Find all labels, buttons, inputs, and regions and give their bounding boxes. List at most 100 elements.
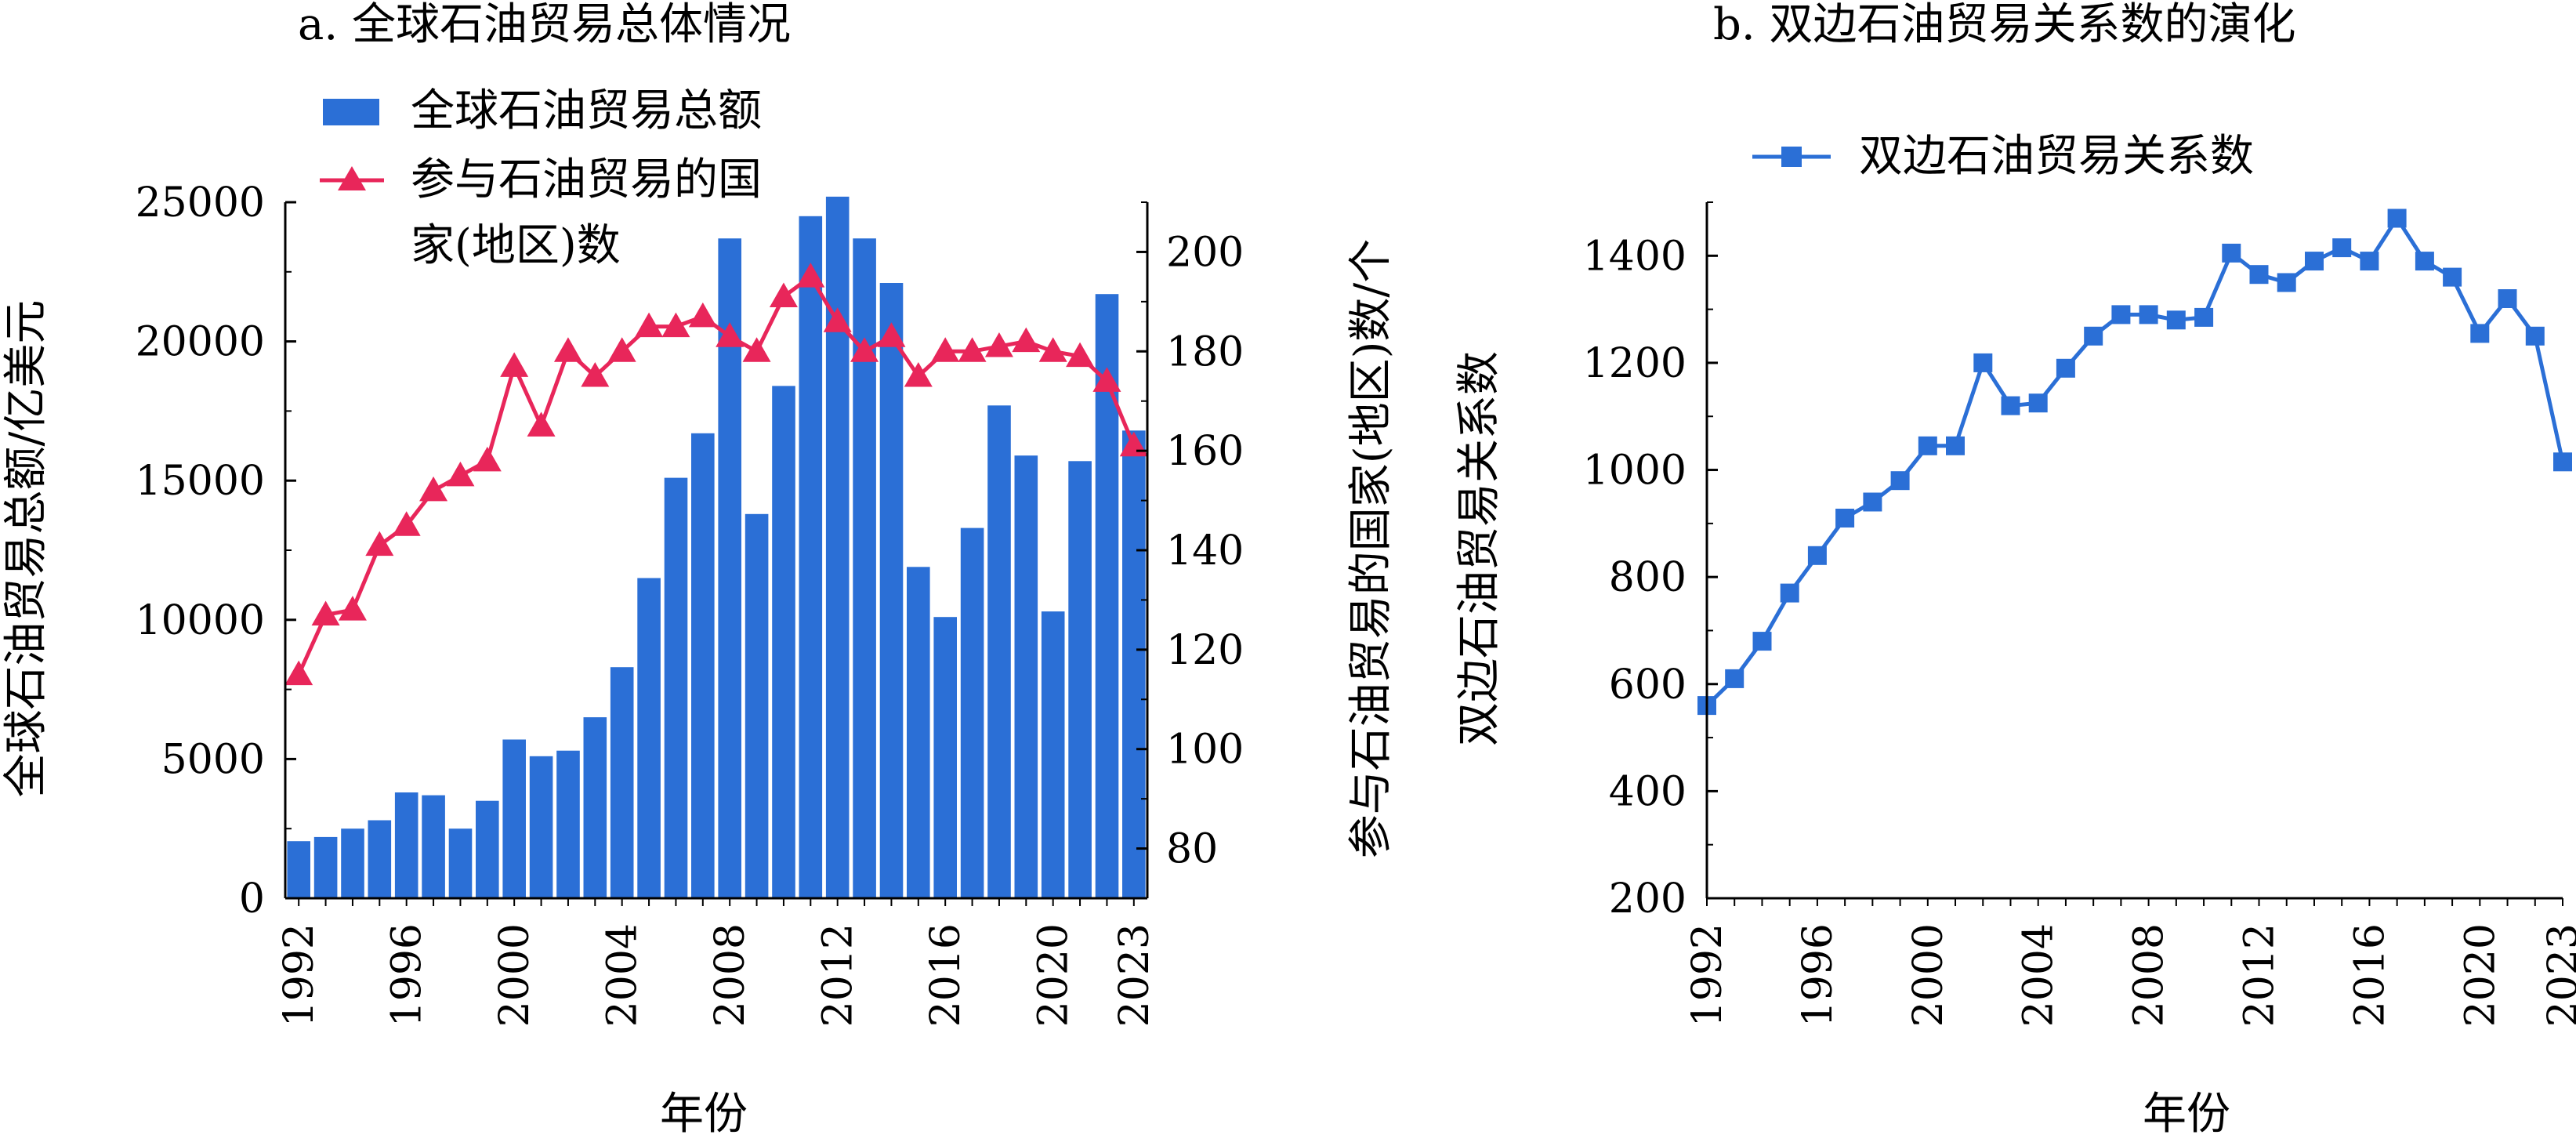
relations-point-1993 xyxy=(1725,669,1745,688)
right-tick-label: 100 xyxy=(1166,727,1244,774)
panel-b-x-axis: 1992 1996 2000 2004 2008 2012 2016 2020 2023 xyxy=(1684,897,2576,1027)
countries-point-2000 xyxy=(500,352,529,377)
right-tick-label: 80 xyxy=(1166,826,1218,873)
relations-point-2000 xyxy=(1918,436,1937,455)
bar-2006 xyxy=(664,477,688,898)
bar-1992 xyxy=(287,841,310,898)
x-tick-label: 1992 xyxy=(1684,923,1731,1027)
panel-a-right-axis: 80 100 120 140 160 180 200 xyxy=(1136,201,1244,899)
right-tick-label: 160 xyxy=(1166,428,1244,475)
x-tick-label: 2012 xyxy=(2237,923,2284,1027)
bar-2010 xyxy=(772,386,795,898)
relations-point-2020 xyxy=(2470,324,2490,343)
relations-point-2018 xyxy=(2415,252,2434,271)
left-tick-label: 5000 xyxy=(161,736,265,783)
panel-a-y2label: 参与石油贸易的国家(地区)数/个 xyxy=(1346,239,1397,859)
countries-point-2008 xyxy=(716,322,745,347)
bar-2023 xyxy=(1122,430,1146,898)
panel-b-legend: 双边石油贸易关系数 xyxy=(1752,131,2254,182)
panel-a-legend: 全球石油贸易总额 参与石油贸易的国 家(地区)数 xyxy=(320,85,762,271)
x-tick-label: 2008 xyxy=(707,923,754,1027)
left-tick-label: 1000 xyxy=(1583,448,1687,495)
bar-2003 xyxy=(583,717,607,898)
countries-point-1994 xyxy=(338,596,367,621)
bar-1994 xyxy=(341,828,364,898)
bar-1995 xyxy=(368,820,392,898)
bar-1997 xyxy=(422,795,445,898)
panel-b-line xyxy=(1697,208,2572,716)
relations-point-2007 xyxy=(2111,305,2131,324)
x-tick-label: 2023 xyxy=(2540,923,2576,1027)
left-tick-label: 10000 xyxy=(136,597,265,644)
countries-point-2009 xyxy=(742,337,771,362)
x-tick-label: 2004 xyxy=(600,923,647,1027)
bar-2007 xyxy=(691,433,715,898)
x-tick-label: 2016 xyxy=(2346,923,2393,1027)
right-tick-label: 200 xyxy=(1166,229,1244,276)
relations-point-2021 xyxy=(2498,289,2517,308)
relations-point-1997 xyxy=(1835,509,1855,527)
panel-a: a. 全球石油贸易总体情况 0500010000150002000025000 … xyxy=(1,0,1397,1140)
countries-point-2011 xyxy=(796,263,825,288)
bar-2000 xyxy=(502,739,526,898)
countries-point-2016 xyxy=(931,337,960,362)
bar-2009 xyxy=(745,513,769,898)
panel-a-ylabel: 全球石油贸易总额/亿美元 xyxy=(1,300,52,798)
countries-point-2010 xyxy=(769,282,798,308)
bar-2008 xyxy=(718,238,741,898)
x-tick-label: 2008 xyxy=(2126,923,2173,1027)
legend-line-label: 双边石油贸易关系数 xyxy=(1859,131,2254,182)
countries-point-2018 xyxy=(984,332,1013,357)
countries-point-2014 xyxy=(877,322,906,347)
left-tick-label: 200 xyxy=(1609,876,1687,923)
left-tick-label: 0 xyxy=(239,876,265,923)
bar-2022 xyxy=(1095,294,1119,898)
legend-line-marker xyxy=(1781,147,1802,167)
countries-point-2002 xyxy=(553,337,582,362)
legend-bar-label: 全球石油贸易总额 xyxy=(411,85,762,136)
panel-b-xlabel: 年份 xyxy=(2143,1089,2230,1140)
right-tick-label: 180 xyxy=(1166,328,1244,375)
panel-a-title: a. 全球石油贸易总体情况 xyxy=(298,0,791,50)
panel-b-title: b. 双边石油贸易关系数的演化 xyxy=(1713,0,2295,50)
bar-1996 xyxy=(394,792,418,898)
countries-point-2022 xyxy=(1092,367,1121,392)
panel-b-left-axis: 200 400 600 800 1000 1200 1400 xyxy=(1583,201,1718,923)
relations-point-2008 xyxy=(2139,305,2158,324)
legend-line-label-1: 参与石油贸易的国 xyxy=(411,154,762,205)
relations-point-2012 xyxy=(2249,265,2269,285)
relations-point-2019 xyxy=(2443,267,2462,287)
left-tick-label: 600 xyxy=(1609,662,1687,709)
relations-line xyxy=(1705,214,2565,707)
relations-point-2006 xyxy=(2084,326,2103,346)
relations-point-1999 xyxy=(1890,471,1910,491)
left-tick-label: 20000 xyxy=(136,319,265,366)
relations-point-1998 xyxy=(1863,492,1882,512)
right-tick-label: 120 xyxy=(1166,627,1244,674)
x-tick-label: 1996 xyxy=(384,923,431,1027)
bar-2001 xyxy=(529,756,553,898)
countries-point-2012 xyxy=(823,307,852,332)
bar-1999 xyxy=(476,800,499,898)
relations-point-2002 xyxy=(1973,353,1993,372)
left-tick-label: 25000 xyxy=(136,179,265,227)
countries-point-1998 xyxy=(446,461,475,487)
bar-2018 xyxy=(987,405,1011,898)
bar-2020 xyxy=(1041,611,1065,898)
countries-point-2020 xyxy=(1038,337,1067,362)
panel-a-left-axis: 0 5000 10000 15000 20000 25000 xyxy=(136,179,296,923)
relations-point-2015 xyxy=(2332,238,2352,258)
left-tick-label: 1200 xyxy=(1583,340,1687,387)
relations-point-2014 xyxy=(2305,252,2324,271)
left-tick-label: 15000 xyxy=(136,458,265,505)
countries-point-2015 xyxy=(904,362,933,387)
x-tick-label: 1992 xyxy=(276,923,323,1027)
x-tick-label: 2023 xyxy=(1111,923,1158,1027)
relations-point-2005 xyxy=(2056,358,2075,378)
countries-point-2013 xyxy=(850,337,879,362)
countries-point-1993 xyxy=(311,600,340,625)
panel-a-xlabel: 年份 xyxy=(660,1089,748,1140)
bar-2021 xyxy=(1068,461,1092,898)
relations-point-2016 xyxy=(2360,252,2379,271)
